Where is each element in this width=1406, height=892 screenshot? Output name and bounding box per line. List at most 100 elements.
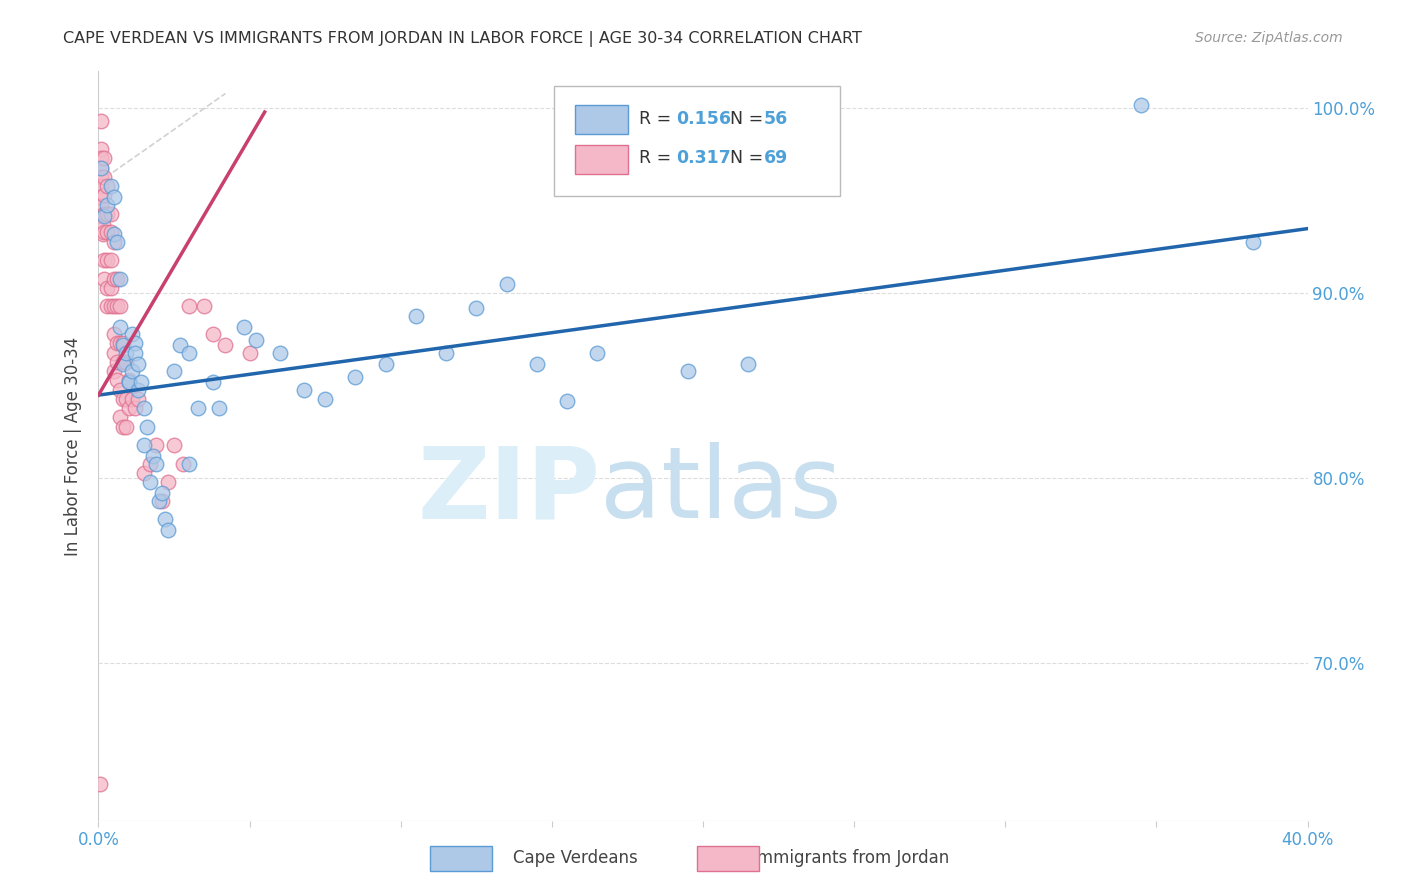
Text: ZIP: ZIP [418,442,600,540]
Point [100,299,122,313]
Point [105,355,128,369]
Point [96,207,118,221]
Point [93,209,115,223]
Point [111,336,134,351]
Point [121,392,143,406]
Point [118,401,141,415]
Point [124,336,146,351]
Point [90,190,112,204]
Point [193,299,215,313]
Point [187,401,209,415]
FancyBboxPatch shape [575,105,628,135]
Point [118,373,141,387]
Point [90,199,112,213]
Point [108,336,131,351]
Point [150,493,173,508]
Point [96,299,118,313]
Point [93,188,115,202]
Point [103,299,125,313]
Point [434,345,457,359]
Point [108,383,131,397]
Point [245,333,267,347]
Point [103,364,125,378]
Text: 56: 56 [763,110,787,128]
Point [105,235,128,249]
Point [96,281,118,295]
Point [108,410,131,425]
Point [105,336,128,351]
Point [374,357,396,371]
Point [121,327,143,342]
Point [100,253,122,268]
Point [93,169,115,184]
Point [93,271,115,285]
Point [129,375,152,389]
Point [103,327,125,342]
Point [239,345,262,359]
Point [90,209,112,223]
Point [132,466,155,480]
Point [179,457,201,471]
Point [292,383,315,397]
Point [172,457,194,471]
Point [118,375,141,389]
Point [105,271,128,285]
Point [90,169,112,184]
Point [153,512,176,526]
Point [111,392,134,406]
Point [105,373,128,387]
Point [103,345,125,359]
Point [269,345,291,359]
Point [96,197,118,211]
Point [103,190,125,204]
Point [179,345,201,359]
Point [111,338,134,352]
Point [214,338,236,352]
Point [114,419,136,434]
Point [139,457,162,471]
Point [93,207,115,221]
Point [586,345,609,359]
FancyBboxPatch shape [575,145,628,174]
Point [179,299,201,313]
Point [90,161,112,175]
Text: N =: N = [718,110,769,128]
Point [145,438,167,452]
Point [127,357,149,371]
Point [108,271,131,285]
Point [93,253,115,268]
Text: Cape Verdeans: Cape Verdeans [513,849,638,867]
Point [111,419,134,434]
Point [103,227,125,242]
Point [156,475,179,489]
Text: Immigrants from Jordan: Immigrants from Jordan [752,849,949,867]
Point [103,235,125,249]
Point [232,319,254,334]
Point [96,225,118,239]
Point [100,179,122,194]
Point [132,438,155,452]
Point [163,438,186,452]
Point [202,375,225,389]
Point [93,225,115,239]
Point [90,179,112,194]
Point [150,486,173,500]
Point [100,207,122,221]
Point [90,142,112,156]
Point [90,161,112,175]
Point [202,327,225,342]
Point [114,355,136,369]
Point [93,151,115,165]
Point [90,151,112,165]
Point [111,355,134,369]
Text: atlas: atlas [600,442,842,540]
FancyBboxPatch shape [554,87,839,195]
Point [526,357,548,371]
Point [89,777,111,791]
Point [208,401,231,415]
Point [96,179,118,194]
Point [405,309,427,323]
Text: CAPE VERDEAN VS IMMIGRANTS FROM JORDAN IN LABOR FORCE | AGE 30-34 CORRELATION CH: CAPE VERDEAN VS IMMIGRANTS FROM JORDAN I… [63,31,862,47]
Text: 69: 69 [763,149,787,168]
Point [100,281,122,295]
